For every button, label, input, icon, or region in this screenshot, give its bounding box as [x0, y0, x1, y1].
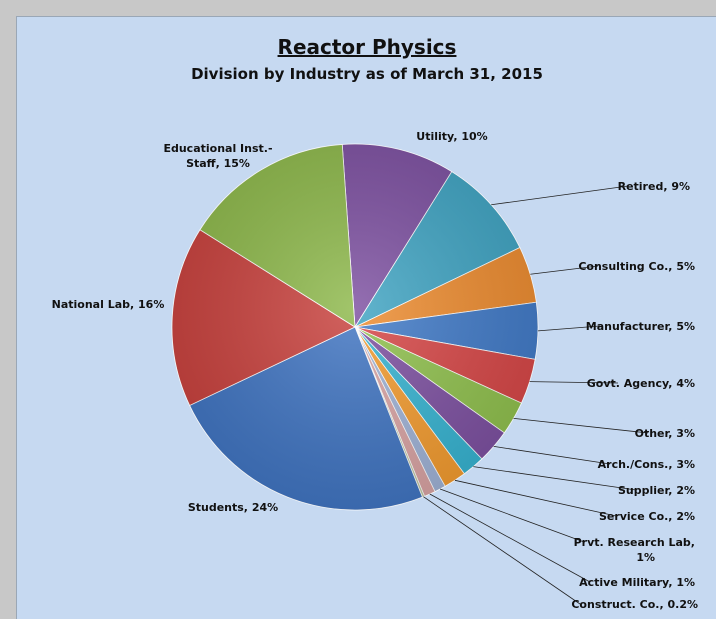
chart-subtitle: Division by Industry as of March 31, 201… — [191, 65, 543, 83]
slice-label: Arch./Cons., 3% — [598, 458, 695, 471]
slice-label: Supplier, 2% — [618, 484, 695, 497]
slice-label: Construct. Co., 0.2% — [571, 598, 698, 611]
slice-label: Educational Inst.-Staff, 15% — [163, 142, 272, 170]
leader-line — [537, 325, 601, 332]
leader-line — [473, 466, 637, 491]
slice-label: Retired, 9% — [618, 180, 690, 193]
leader-line — [454, 479, 617, 517]
leader-line — [530, 265, 599, 275]
slice-label: Prvt. Research Lab, 1% — [574, 536, 695, 564]
slice-label: Active Military, 1% — [579, 576, 695, 589]
leader-line — [491, 185, 629, 206]
slice-label: Other, 3% — [635, 427, 695, 440]
slice-label: Govt. Agency, 4% — [587, 377, 695, 390]
slice-labels: Utility, 10% Retired, 9% Consulting Co., 5… — [52, 130, 698, 611]
slice-label: National Lab, 16% — [52, 298, 165, 311]
slice-label: Students, 24% — [188, 501, 278, 514]
leader-line — [513, 417, 649, 434]
chart-title: Reactor Physics — [277, 35, 457, 59]
leader-line — [529, 381, 619, 384]
slice-label: Service Co., 2% — [599, 510, 695, 523]
leader-line — [429, 493, 591, 583]
leader-line — [493, 446, 611, 465]
leader-line — [423, 496, 581, 605]
leader-lines — [423, 185, 649, 605]
slice-label: Consulting Co., 5% — [578, 260, 695, 273]
slice-label: Utility, 10% — [416, 130, 487, 143]
leader-line — [439, 488, 585, 543]
slice-label: Manufacturer, 5% — [586, 320, 695, 333]
pie-slices — [171, 143, 539, 511]
